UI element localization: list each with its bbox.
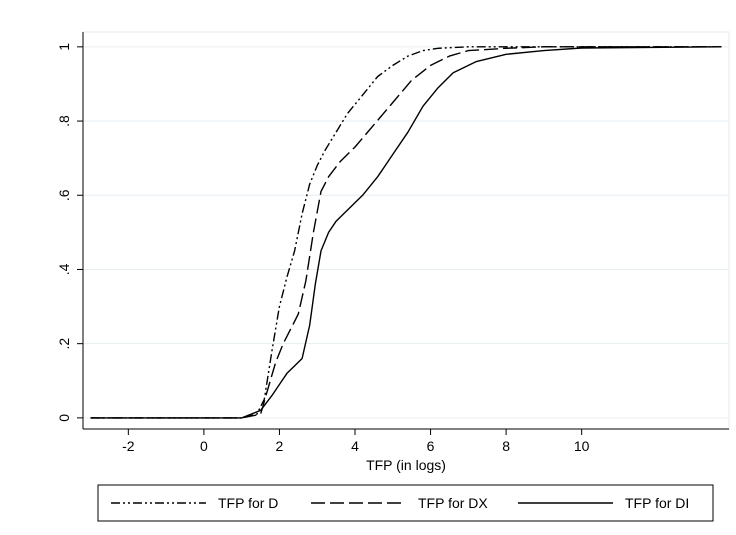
y-tick-label: .6 bbox=[56, 189, 72, 201]
x-tick-label: 8 bbox=[502, 438, 510, 454]
y-ticks: 0 .2 .4 .6 .8 1 bbox=[56, 43, 83, 422]
y-tick-label: 1 bbox=[56, 43, 72, 51]
x-tick-label: 0 bbox=[200, 438, 208, 454]
series-line-3 bbox=[90, 46, 722, 419]
legend-label-3: TFP for DI bbox=[625, 495, 689, 511]
series-line-2 bbox=[90, 46, 722, 419]
legend-label-2: TFP for DX bbox=[418, 495, 488, 511]
axes bbox=[82, 32, 729, 430]
y-tick-label: .8 bbox=[56, 115, 72, 127]
y-tick-label: .2 bbox=[56, 338, 72, 350]
x-axis-title: TFP (in logs) bbox=[366, 457, 446, 473]
x-tick-label: 6 bbox=[427, 438, 435, 454]
x-tick-label: 4 bbox=[351, 438, 359, 454]
legend-label-1: TFP for D bbox=[218, 495, 278, 511]
x-ticks: -2 0 2 4 6 8 10 bbox=[122, 429, 590, 454]
x-tick-label: 2 bbox=[276, 438, 284, 454]
y-tick-label: 0 bbox=[56, 414, 72, 422]
x-tick-label: 10 bbox=[574, 438, 590, 454]
plot-frame bbox=[82, 31, 730, 430]
series-lines bbox=[90, 46, 722, 419]
legend: TFP for D TFP for DX TFP for DI bbox=[97, 484, 714, 522]
y-tick-label: .4 bbox=[56, 263, 72, 275]
series-line-1 bbox=[90, 46, 722, 419]
x-tick-label: -2 bbox=[122, 438, 135, 454]
